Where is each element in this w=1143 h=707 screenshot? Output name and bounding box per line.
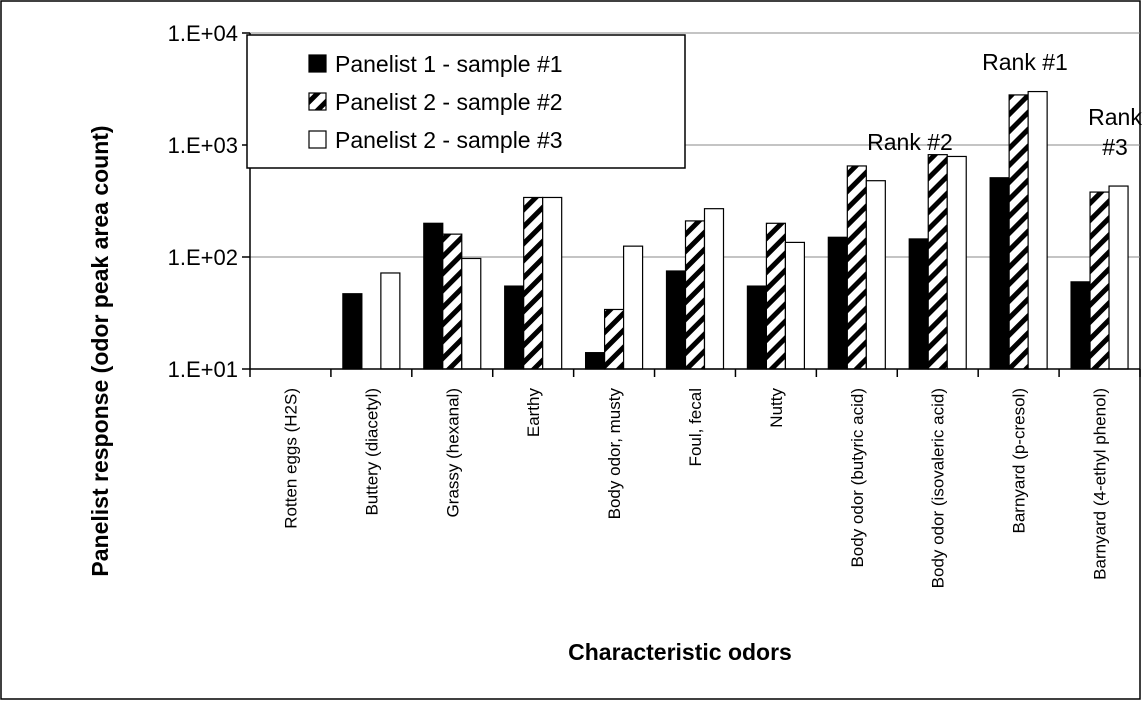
bar <box>584 352 606 370</box>
bar <box>827 236 848 370</box>
y-axis-title: Panelist response (odor peak area count) <box>87 125 113 576</box>
bar <box>342 293 363 370</box>
bar <box>603 308 625 370</box>
x-tick-label: Buttery (diacetyl) <box>362 388 381 516</box>
bar <box>504 285 525 370</box>
x-tick-label: Foul, fecal <box>686 388 705 466</box>
annotation-label: Rank #1 <box>982 49 1068 75</box>
bar <box>865 180 886 370</box>
y-tick-label: 1.E+04 <box>168 21 238 46</box>
legend-label: Panelist 1 - sample #1 <box>335 51 563 77</box>
x-tick-label: Body odor (isovaleric acid) <box>929 388 948 588</box>
bar <box>703 208 725 370</box>
legend-label: Panelist 2 - sample #2 <box>335 89 563 115</box>
legend-swatch <box>308 92 327 111</box>
bar <box>1070 281 1091 370</box>
bar <box>1108 185 1129 370</box>
bar <box>542 196 563 370</box>
bar <box>461 257 482 370</box>
bar <box>846 165 867 370</box>
bar <box>1089 191 1110 370</box>
annotation-label: Rank #2 <box>867 129 953 155</box>
x-tick-label: Nutty <box>767 388 786 428</box>
bar <box>784 241 806 370</box>
bar <box>684 220 706 370</box>
legend-swatch <box>308 130 327 149</box>
x-tick-label: Barnyard (p-cresol) <box>1010 388 1029 534</box>
x-tick-label: Body odor, musty <box>605 388 624 520</box>
bar <box>423 222 444 370</box>
bar <box>523 196 544 370</box>
y-tick-label: 1.E+03 <box>168 133 238 158</box>
bar <box>927 154 948 370</box>
x-tick-label: Rotten eggs (H2S) <box>281 388 300 529</box>
bar <box>908 238 929 370</box>
x-tick-label: Earthy <box>524 388 543 438</box>
bar <box>746 285 768 370</box>
bar <box>765 222 787 370</box>
x-tick-label: Grassy (hexanal) <box>443 388 462 517</box>
legend-swatch <box>308 54 327 73</box>
bar <box>442 233 463 370</box>
annotation-label: Rank <box>1088 104 1142 130</box>
bar <box>1027 90 1048 370</box>
bar <box>989 177 1010 370</box>
y-tick-label: 1.E+02 <box>168 245 238 270</box>
annotation-label: #3 <box>1102 134 1128 160</box>
bar <box>665 270 687 370</box>
y-tick-label: 1.E+01 <box>168 357 238 382</box>
x-tick-label: Body odor (butyric acid) <box>848 388 867 568</box>
x-axis-title: Characteristic odors <box>568 639 792 665</box>
bar <box>380 272 401 370</box>
x-tick-label: Barnyard (4-ethyl phenol) <box>1091 388 1110 580</box>
legend-label: Panelist 2 - sample #3 <box>335 127 563 153</box>
bar <box>1008 94 1029 370</box>
bar <box>946 155 967 370</box>
bar <box>622 245 644 370</box>
